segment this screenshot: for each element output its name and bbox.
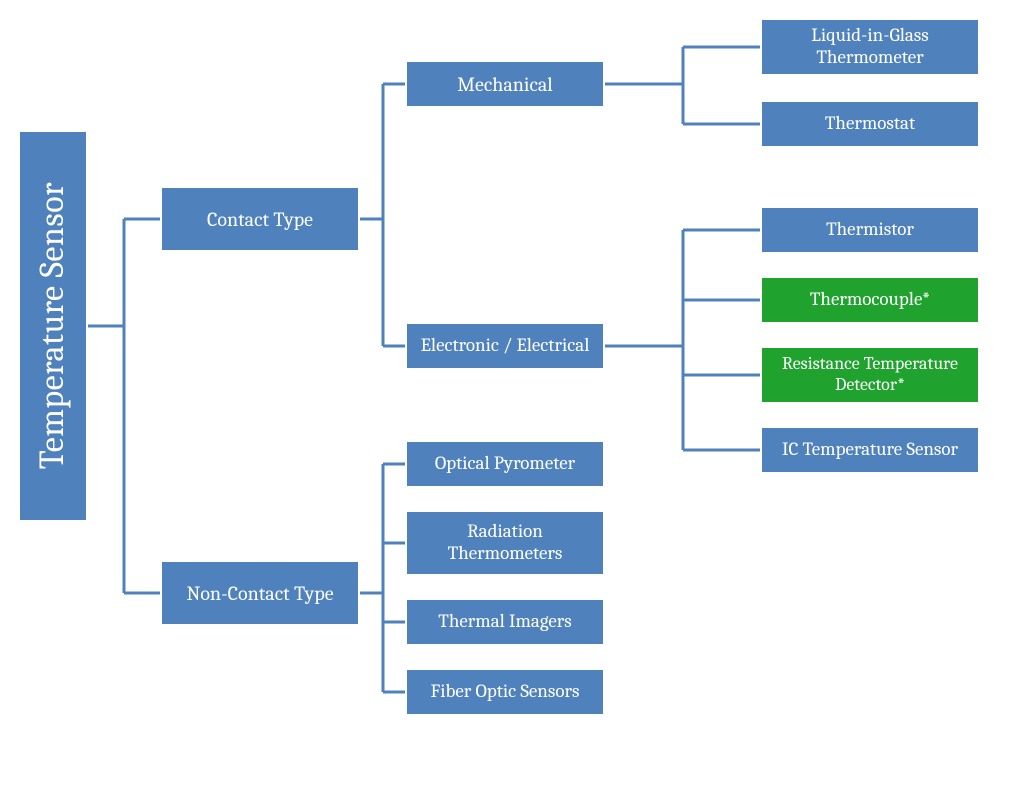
node-thermistor: Thermistor — [760, 206, 980, 254]
node-noncontact: Non-Contact Type — [160, 560, 360, 626]
node-root: Temperature Sensor — [18, 130, 88, 522]
node-thermalimg: Thermal Imagers — [405, 598, 605, 646]
node-liquid: Liquid-in-Glass Thermometer — [760, 18, 980, 76]
node-thermocouple: Thermocouple* — [760, 276, 980, 324]
node-root-label: Temperature Sensor — [33, 182, 72, 469]
node-icsensor: IC Temperature Sensor — [760, 426, 980, 474]
node-radiation: Radiation Thermometers — [405, 510, 605, 576]
node-fiber: Fiber Optic Sensors — [405, 668, 605, 716]
node-optical: Optical Pyrometer — [405, 440, 605, 488]
node-mechanical: Mechanical — [405, 60, 605, 108]
node-electrical: Electronic / Electrical — [405, 322, 605, 370]
node-contact: Contact Type — [160, 186, 360, 252]
node-rtd: Resistance Temperature Detector* — [760, 346, 980, 404]
node-thermostat: Thermostat — [760, 100, 980, 148]
